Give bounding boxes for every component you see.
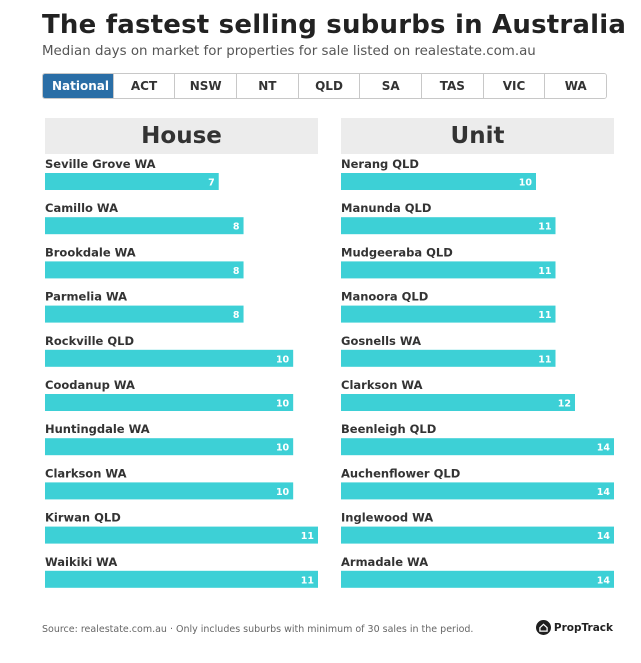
unit-bar-value: 11 [538,354,551,365]
unit-bar-value: 11 [538,310,551,321]
house-bar-value: 10 [276,487,290,498]
house-bar-label: Rockville QLD [45,334,134,348]
house-bar-value: 11 [301,531,314,542]
source-note: Source: realestate.com.au · Only include… [42,624,474,635]
tab-nsw[interactable]: NSW [174,74,237,98]
house-bar-value: 11 [301,575,314,586]
house-bar-value: 8 [233,222,240,233]
brand-name: PropTrack [553,621,613,634]
house-bar-label: Clarkson WA [45,466,127,480]
unit-bar [341,217,556,235]
house-bar-value: 8 [233,266,240,277]
unit-panel: Unit Nerang QLD 10 Manunda QLD 11 Mudgeeraba… [341,118,614,588]
house-bar [45,482,294,500]
unit-bar-label: Gosnells WA [341,334,421,348]
house-panel-title: House [45,118,318,154]
house-bar-value: 8 [233,310,240,321]
house-bar-label: Seville Grove WA [45,157,156,171]
unit-bar-value: 12 [558,399,571,410]
unit-bar-value: 10 [519,178,533,189]
house-bar-label: Coodanup WA [45,378,135,392]
unit-bar [341,261,556,279]
region-tabs: National ACT NSW NT QLD SA TAS VIC WA [42,73,607,99]
house-bar [45,394,294,411]
tab-tas[interactable]: TAS [421,74,483,98]
unit-bar [341,349,556,367]
page-subtitle: Median days on market for properties for… [42,44,536,59]
unit-bar-label: Beenleigh QLD [341,422,436,436]
tab-wa[interactable]: WA [544,74,606,98]
unit-bar-label: Clarkson WA [341,378,423,392]
house-bar-value: 10 [276,399,290,410]
house-bar-value: 10 [276,354,290,365]
house-bar [45,261,244,279]
unit-bar-label: Armadale WA [341,555,428,569]
tab-qld[interactable]: QLD [297,74,360,98]
house-bar-label: Kirwan QLD [45,511,121,525]
unit-bar-label: Mudgeeraba QLD [341,245,453,259]
unit-bar-value: 14 [597,487,611,498]
house-bar-value: 7 [208,178,215,189]
unit-bar-chart: Nerang QLD 10 Manunda QLD 11 Mudgeeraba QLD 1… [341,157,614,588]
proptrack-brand: PropTrack [535,620,613,635]
unit-bar [341,394,575,411]
proptrack-logo-icon [535,620,551,635]
unit-bar-label: Manoora QLD [341,290,428,304]
page-title: The fastest selling suburbs in Australia [42,10,627,40]
unit-bar [341,305,556,323]
house-bar [45,173,219,190]
unit-bar [341,438,614,456]
unit-bar-value: 11 [538,266,551,277]
house-bar-label: Parmelia WA [45,290,127,304]
house-bar [45,217,244,235]
unit-bar-value: 14 [597,575,611,586]
unit-bar [341,526,614,544]
unit-bar-label: Nerang QLD [341,157,419,171]
house-bar [45,526,318,544]
house-panel: House Seville Grove WA 7 Camillo WA 8 Brookd… [45,118,318,588]
unit-bar [341,570,614,588]
house-bar-label: Camillo WA [45,201,118,215]
house-bar-label: Brookdale WA [45,245,136,259]
unit-bar-value: 14 [597,531,611,542]
house-bar-chart: Seville Grove WA 7 Camillo WA 8 Brookdale WA… [45,157,318,588]
house-bar-value: 10 [276,443,290,454]
house-bar [45,570,318,588]
unit-panel-title: Unit [341,118,614,154]
unit-bar-label: Manunda QLD [341,201,431,215]
tab-sa[interactable]: SA [359,74,422,98]
tab-nt[interactable]: NT [236,74,298,98]
tab-vic[interactable]: VIC [482,74,545,98]
unit-bar [341,482,614,500]
house-bar-label: Waikiki WA [45,555,117,569]
unit-bar-value: 11 [538,222,551,233]
unit-bar-value: 14 [597,443,611,454]
unit-bar-label: Auchenflower QLD [341,466,460,480]
unit-bar-label: Inglewood WA [341,511,433,525]
house-bar [45,305,244,323]
tab-act[interactable]: ACT [112,74,175,98]
tab-national[interactable]: National [43,74,113,98]
house-bar [45,438,294,456]
house-bar [45,349,294,367]
house-bar-label: Huntingdale WA [45,422,150,436]
unit-bar [341,173,536,190]
